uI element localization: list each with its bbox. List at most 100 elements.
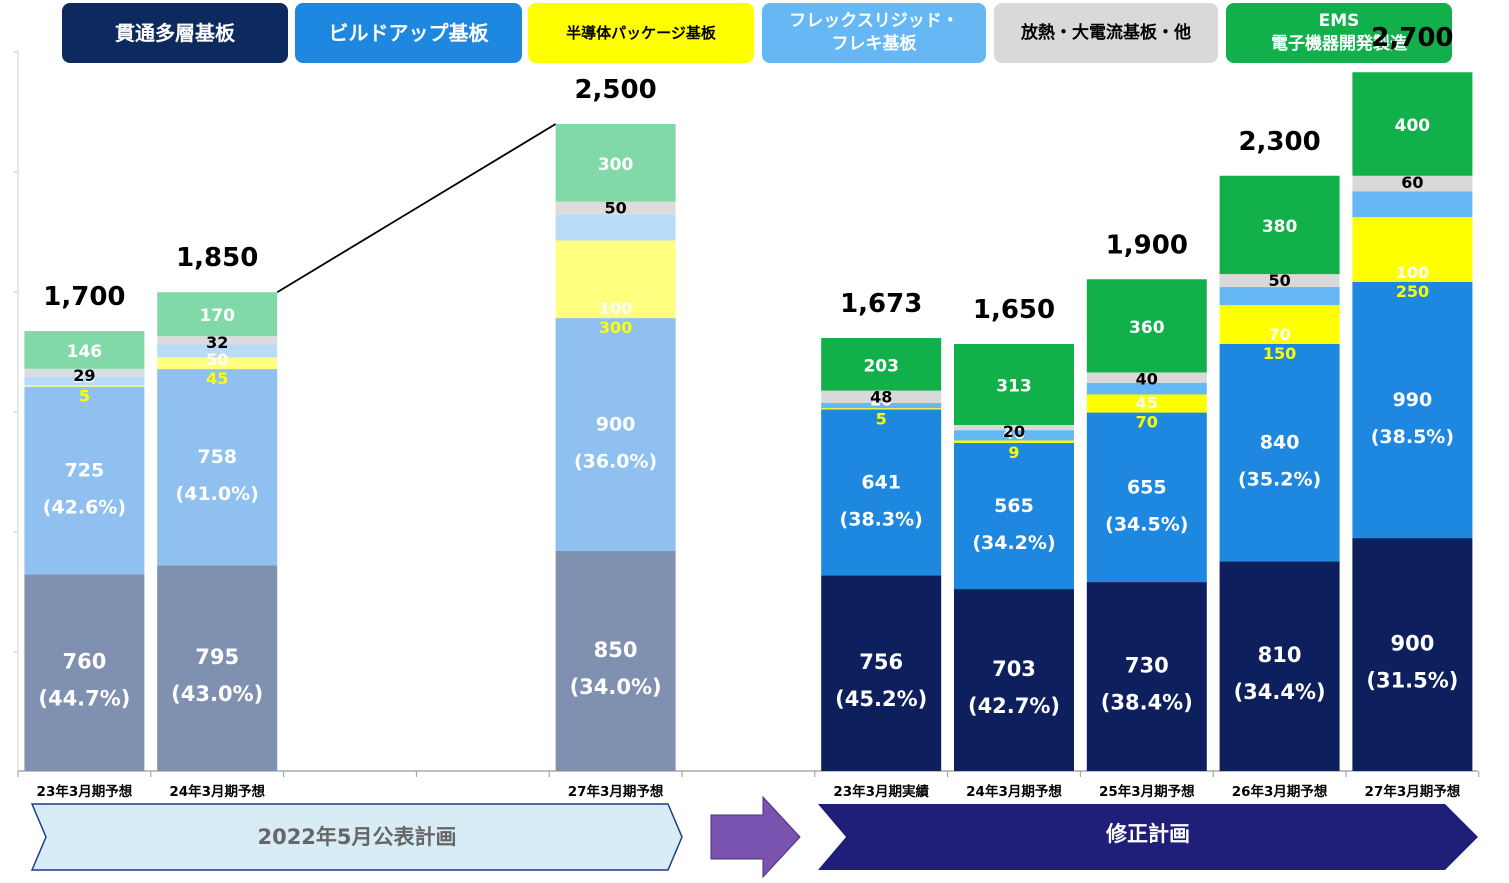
bar-7-segment-4 (1352, 175, 1473, 192)
bar-4-segment-4 (954, 424, 1074, 431)
bar-7-segment-2-value: 250 (1396, 282, 1429, 301)
bar-0-total: 1,700 (43, 282, 125, 312)
bar-1-segment-3-value: 50 (206, 350, 228, 369)
bar-3-segment-4 (821, 390, 942, 403)
bar-1-segment-4-value: 32 (206, 333, 228, 352)
band-2022-plan (30, 803, 683, 871)
bar-2-segment-0-value: 850 (594, 638, 638, 662)
bar-4-segment-3 (954, 430, 1074, 441)
bar-6-segment-5-value: 380 (1262, 217, 1298, 237)
bar-1-segment-5 (157, 292, 278, 337)
bar-1-segment-5-value: 170 (199, 306, 235, 326)
bar-7-total: 2,700 (1371, 23, 1453, 53)
bar-5-segment-2-value: 70 (1136, 413, 1158, 432)
bar-1-segment-2 (157, 357, 278, 370)
ticks-layer: 23年3月期予想 24年3月期予想 27年3月期予想 23年3月期実績 24年3月期予想… (37, 783, 1461, 800)
bar-2-segment-0-pct: (34.0%) (570, 675, 662, 699)
bar-4-segment-2 (954, 440, 1074, 443)
bar-4-segment-1-pct: (34.2%) (972, 532, 1055, 554)
bar-5-segment-4 (1086, 372, 1207, 383)
bar-4-segment-1 (954, 442, 1074, 590)
bar-3-total: 1,673 (840, 289, 922, 319)
bar-5-segment-5-value: 360 (1129, 318, 1165, 338)
bar-5-segment-3-value: 45 (1136, 394, 1158, 413)
bar-6-segment-4-value: 50 (1268, 271, 1290, 290)
x-tick-label-8: 25年3月期予想 (1099, 783, 1195, 800)
legend-label-1: ビルドアップ基板 (328, 20, 489, 45)
bar-6-segment-4 (1219, 274, 1340, 288)
bar-3-segment-1-pct: (38.3%) (840, 508, 923, 530)
bar-4-total: 1,650 (973, 295, 1055, 325)
bar-6-segment-0 (1219, 561, 1340, 771)
bar-2-segment-1-pct: (36.0%) (574, 451, 657, 473)
connector-layer (276, 123, 557, 293)
bar-0-segment-3 (24, 376, 145, 386)
x-tick-label-7: 24年3月期予想 (966, 783, 1062, 800)
bar-0-segment-1-pct: (42.6%) (43, 496, 126, 518)
bar-1-segment-1 (157, 369, 278, 566)
legend-label-0: 貫通多層基板 (115, 20, 235, 45)
labels-layer: 760(44.7%)725(42.6%)535291461,700795(43.… (38, 23, 1458, 718)
bar-6-segment-2-value: 150 (1263, 344, 1296, 363)
bar-6-segment-3-value: 70 (1268, 325, 1290, 344)
legend-item-4: 放熱・大電流基板・他 (994, 3, 1218, 63)
bar-5-segment-1 (1086, 412, 1207, 583)
x-tick-label-1: 24年3月期予想 (169, 783, 265, 800)
legend-item-2: 半導体パッケージ基板 (528, 3, 754, 63)
bar-3-segment-3 (821, 402, 942, 409)
bar-0-segment-1-value: 725 (65, 459, 105, 481)
bar-1-segment-0-pct: (43.0%) (171, 682, 263, 706)
bar-5-segment-1-value: 655 (1127, 476, 1167, 498)
bar-1-segment-2-value: 45 (206, 369, 228, 388)
legend-label-5-1: 電子機器開発製造 (1271, 34, 1407, 54)
bar-4-segment-0-value: 703 (992, 657, 1036, 681)
bar-5-segment-2 (1086, 394, 1207, 413)
bar-1-total: 1,850 (176, 243, 258, 273)
band-2022-plan-label: 2022年5月公表計画 (257, 825, 456, 849)
bar-0-segment-0-value: 760 (62, 650, 106, 674)
bar-1-segment-1-pct: (41.0%) (176, 483, 259, 505)
bar-7-segment-1 (1352, 281, 1473, 539)
legend-label-3-0: フレックスリジッド・ (789, 11, 959, 32)
bar-0-segment-5 (24, 331, 145, 369)
bar-0-segment-2-value: 5 (79, 387, 90, 406)
bar-7-segment-0 (1352, 538, 1473, 771)
bar-3-segment-2 (821, 408, 942, 410)
bar-4-segment-0 (954, 589, 1074, 771)
band-revised-plan (818, 804, 1478, 870)
bar-2-total: 2,500 (574, 75, 656, 105)
bar-7-segment-5-value: 400 (1395, 116, 1431, 136)
bar-0-segment-0-pct: (44.7%) (38, 687, 130, 711)
legend-label-2: 半導体パッケージ基板 (566, 23, 716, 42)
bar-2-segment-3-value: 100 (599, 299, 632, 318)
bar-5-segment-0-pct: (38.4%) (1101, 691, 1193, 715)
bar-4-segment-3-value: 40 (1003, 424, 1025, 443)
bar-7-segment-1-value: 990 (1393, 389, 1433, 411)
bar-0-segment-0 (24, 574, 145, 771)
bar-1-segment-0-value: 795 (195, 645, 239, 669)
bar-3-segment-5 (821, 338, 942, 391)
bar-3-segment-4-value: 48 (870, 388, 892, 407)
bar-2-segment-3 (555, 214, 676, 241)
bar-6-segment-3 (1219, 287, 1340, 306)
legend-label-3-1: フレキ基板 (831, 34, 917, 54)
bar-0-segment-5-value: 146 (67, 342, 103, 362)
bar-5-segment-4-value: 40 (1136, 369, 1158, 388)
bar-7-segment-1-pct: (38.5%) (1371, 426, 1454, 448)
bar-3-segment-5-value: 203 (863, 356, 899, 376)
bar-7-segment-3-value: 100 (1396, 263, 1429, 282)
bar-2-segment-4-value: 50 (604, 199, 626, 218)
bar-3-segment-0 (821, 575, 942, 771)
bar-4-segment-0-pct: (42.7%) (968, 694, 1060, 718)
bar-3-segment-2-value: 5 (876, 409, 887, 428)
bar-4-segment-1-value: 565 (994, 495, 1034, 517)
bar-1-segment-4 (157, 336, 278, 345)
bar-6-segment-1 (1219, 343, 1340, 562)
bar-2-segment-1-value: 900 (596, 414, 636, 436)
arrow-right-icon (710, 795, 801, 879)
bar-0-segment-4-value: 29 (73, 366, 95, 385)
bar-7-segment-5 (1352, 72, 1473, 176)
bar-2-segment-0 (555, 551, 676, 771)
legend-label-5-0: EMS (1318, 11, 1360, 32)
legend-item-3: フレックスリジッド・ フレキ基板 (762, 3, 986, 63)
